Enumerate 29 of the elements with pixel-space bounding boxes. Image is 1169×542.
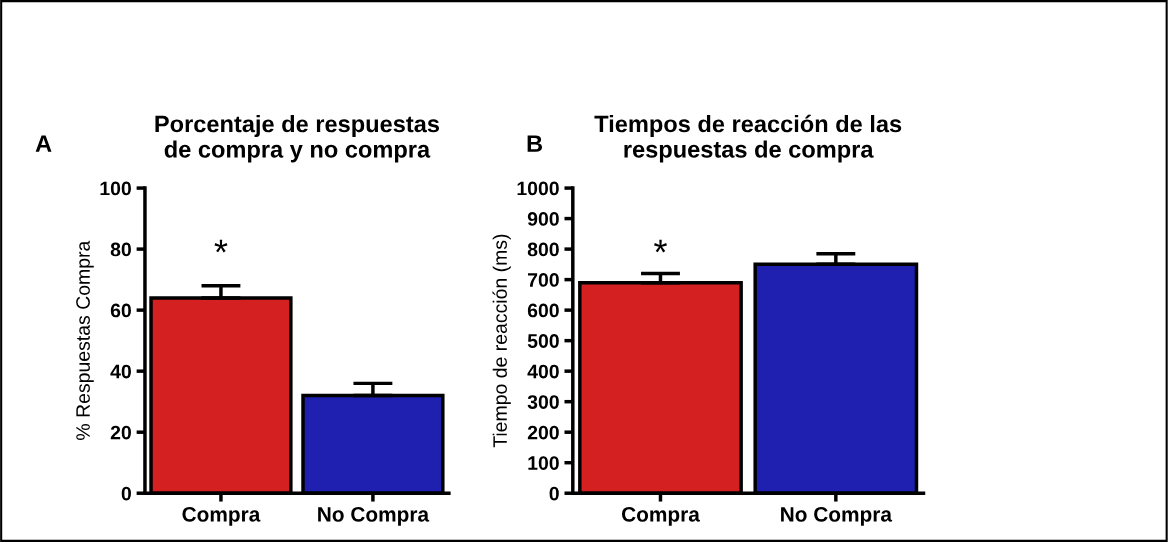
y-tick-label: 1000 xyxy=(517,181,559,196)
y-tick-label: 100 xyxy=(100,181,131,196)
y-axis-title: Tiempo de reacción (ms) xyxy=(492,234,511,448)
y-tick-label: 400 xyxy=(527,364,559,379)
y-tick-label: 300 xyxy=(527,395,559,409)
x-tick-label: Compra xyxy=(621,506,700,526)
y-tick-label: 0 xyxy=(121,486,131,501)
y-tick-label: 100 xyxy=(528,456,559,470)
y-tick-label: 500 xyxy=(527,334,559,348)
y-tick-label: 700 xyxy=(528,273,559,287)
y-axis-title: % Respuestas Compra xyxy=(76,240,94,440)
y-tick-label: 20 xyxy=(110,425,131,440)
y-tick-label: 0 xyxy=(549,486,559,501)
chart-title: Porcentaje de respuestas de compra y no compra xyxy=(155,114,440,163)
y-tick-label: 60 xyxy=(110,303,131,318)
text: A xyxy=(35,135,52,152)
y-tick-label: 200 xyxy=(527,425,559,440)
x-tick-label: No Compra xyxy=(781,506,893,526)
y-tick-label: 40 xyxy=(110,364,131,379)
text: B xyxy=(527,135,543,152)
annotation: * xyxy=(214,239,228,253)
annotation: * xyxy=(654,239,667,253)
y-tick-label: 800 xyxy=(527,242,559,257)
y-tick-label: 600 xyxy=(527,303,559,318)
y-tick-label: 80 xyxy=(110,242,131,257)
x-tick-label: Compra xyxy=(182,506,261,526)
y-tick-label: 900 xyxy=(527,212,559,226)
x-tick-label: No Compra xyxy=(318,506,430,526)
chart-title: Tiempos de reacción de las respuestas de compra xyxy=(594,114,902,163)
